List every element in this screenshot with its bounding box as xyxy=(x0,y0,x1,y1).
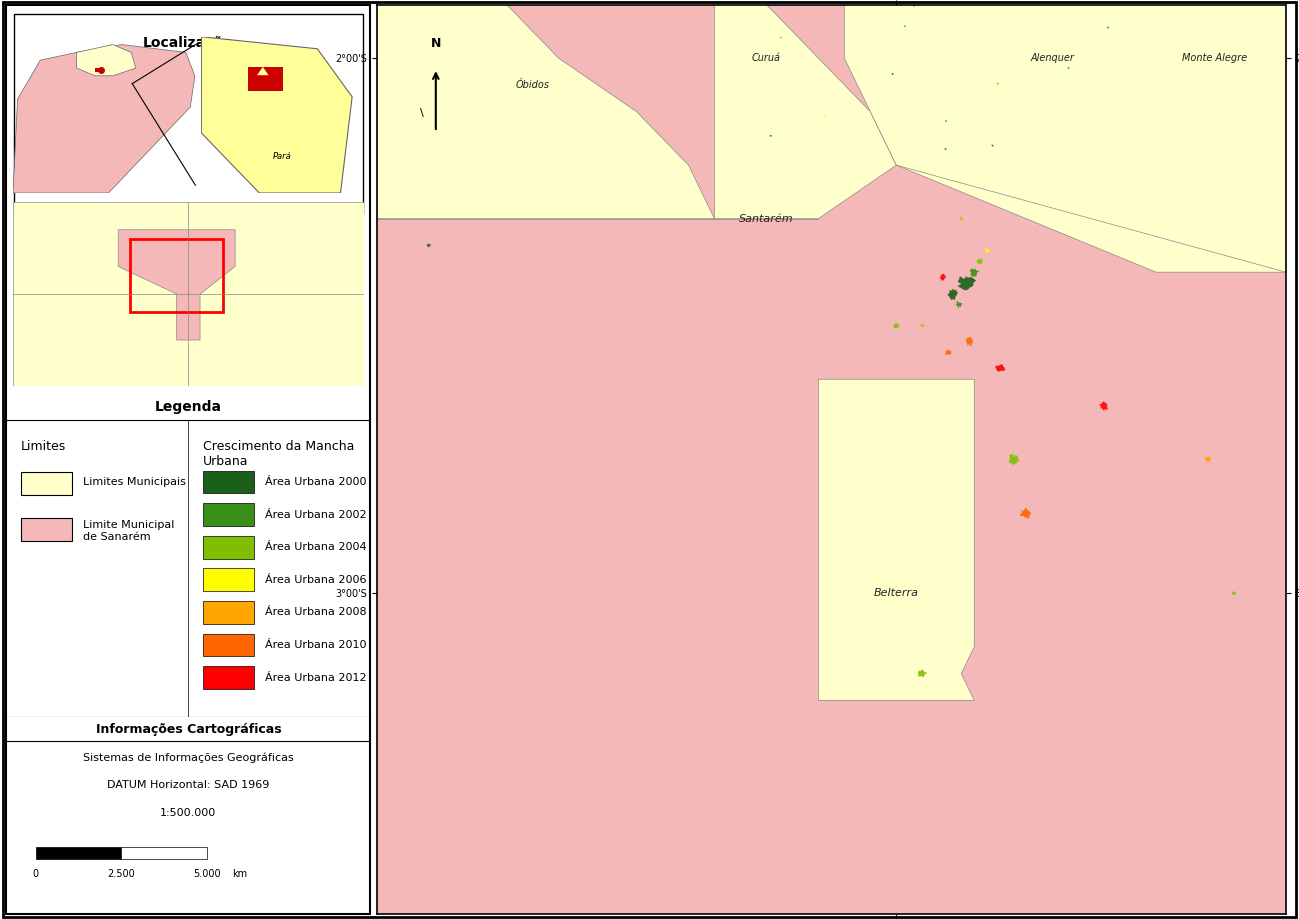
Polygon shape xyxy=(970,268,979,277)
Polygon shape xyxy=(426,243,431,247)
Polygon shape xyxy=(944,119,947,122)
Bar xyxy=(35,847,121,859)
Polygon shape xyxy=(944,148,947,151)
Text: Limites Municipais: Limites Municipais xyxy=(83,477,186,487)
Bar xyxy=(130,239,223,312)
Text: Área Urbana 2008: Área Urbana 2008 xyxy=(265,607,366,618)
Bar xyxy=(203,503,253,526)
Text: Curuá: Curuá xyxy=(752,53,781,63)
Bar xyxy=(14,14,362,214)
Text: \: \ xyxy=(421,108,423,119)
Text: 5.000: 5.000 xyxy=(192,869,221,879)
Polygon shape xyxy=(248,67,283,91)
Text: DATUM Horizontal: SAD 1969: DATUM Horizontal: SAD 1969 xyxy=(107,780,270,790)
Text: Área Urbana 2004: Área Urbana 2004 xyxy=(265,542,366,552)
Polygon shape xyxy=(824,115,826,117)
Polygon shape xyxy=(977,258,983,265)
Polygon shape xyxy=(1099,402,1108,411)
Polygon shape xyxy=(944,349,952,356)
Polygon shape xyxy=(779,37,782,39)
Bar xyxy=(121,847,207,859)
Polygon shape xyxy=(257,67,269,75)
Bar xyxy=(203,666,253,689)
Text: Área Urbana 2002: Área Urbana 2002 xyxy=(265,509,366,519)
Polygon shape xyxy=(996,83,999,85)
Polygon shape xyxy=(904,26,905,27)
Polygon shape xyxy=(1107,27,1109,28)
Text: Santarém: Santarém xyxy=(739,214,794,223)
Polygon shape xyxy=(818,380,974,700)
Polygon shape xyxy=(118,230,235,340)
Bar xyxy=(203,568,253,591)
Polygon shape xyxy=(13,202,364,386)
Bar xyxy=(203,601,253,624)
Polygon shape xyxy=(769,135,772,137)
Text: Área Urbana 2000: Área Urbana 2000 xyxy=(265,477,366,487)
Polygon shape xyxy=(714,5,896,219)
Polygon shape xyxy=(959,217,964,221)
Text: Crescimento da Mancha
Urbana: Crescimento da Mancha Urbana xyxy=(203,439,355,468)
Text: Sistemas de Informações Geográficas: Sistemas de Informações Geográficas xyxy=(83,753,294,763)
Polygon shape xyxy=(985,248,990,253)
Polygon shape xyxy=(957,277,976,290)
Text: Informações Cartográficas: Informações Cartográficas xyxy=(96,722,281,736)
Text: N: N xyxy=(431,37,440,50)
Polygon shape xyxy=(13,44,195,193)
Text: Área Urbana 2012: Área Urbana 2012 xyxy=(265,673,366,683)
Polygon shape xyxy=(965,336,973,346)
Bar xyxy=(203,471,253,494)
Polygon shape xyxy=(918,669,927,677)
Text: Belterra: Belterra xyxy=(874,588,918,598)
Text: Limites: Limites xyxy=(21,439,66,452)
Polygon shape xyxy=(920,323,925,327)
Polygon shape xyxy=(844,5,1286,272)
Polygon shape xyxy=(1020,507,1031,519)
Text: Alenquer: Alenquer xyxy=(1030,53,1074,63)
Polygon shape xyxy=(891,73,894,75)
Text: 1:500.000: 1:500.000 xyxy=(160,808,217,818)
Polygon shape xyxy=(377,5,714,219)
Text: 0: 0 xyxy=(32,869,39,879)
Polygon shape xyxy=(95,68,104,72)
Bar xyxy=(21,517,71,540)
Text: Legenda: Legenda xyxy=(155,401,222,414)
Text: Monte Alegre: Monte Alegre xyxy=(1182,53,1247,63)
Polygon shape xyxy=(913,5,916,6)
Polygon shape xyxy=(991,144,994,147)
Polygon shape xyxy=(995,364,1005,372)
Text: Área Urbana 2010: Área Urbana 2010 xyxy=(265,640,366,650)
Text: Óbidos: Óbidos xyxy=(516,80,549,90)
Polygon shape xyxy=(1009,453,1018,466)
Text: Pará: Pará xyxy=(273,153,292,162)
Bar xyxy=(203,633,253,656)
Text: Localização: Localização xyxy=(143,37,234,51)
Polygon shape xyxy=(1204,456,1211,462)
Polygon shape xyxy=(1068,67,1069,69)
Polygon shape xyxy=(201,37,352,193)
Text: 2.500: 2.500 xyxy=(108,869,135,879)
Polygon shape xyxy=(77,44,135,75)
Polygon shape xyxy=(939,273,947,281)
Text: km: km xyxy=(233,869,247,879)
Polygon shape xyxy=(1231,591,1237,596)
Bar xyxy=(21,472,71,495)
Text: Área Urbana 2006: Área Urbana 2006 xyxy=(265,574,366,584)
Polygon shape xyxy=(956,301,963,309)
Bar xyxy=(203,536,253,559)
Polygon shape xyxy=(947,289,959,301)
Polygon shape xyxy=(894,323,900,328)
Text: Limite Municipal
de Sanarém: Limite Municipal de Sanarém xyxy=(83,520,174,541)
